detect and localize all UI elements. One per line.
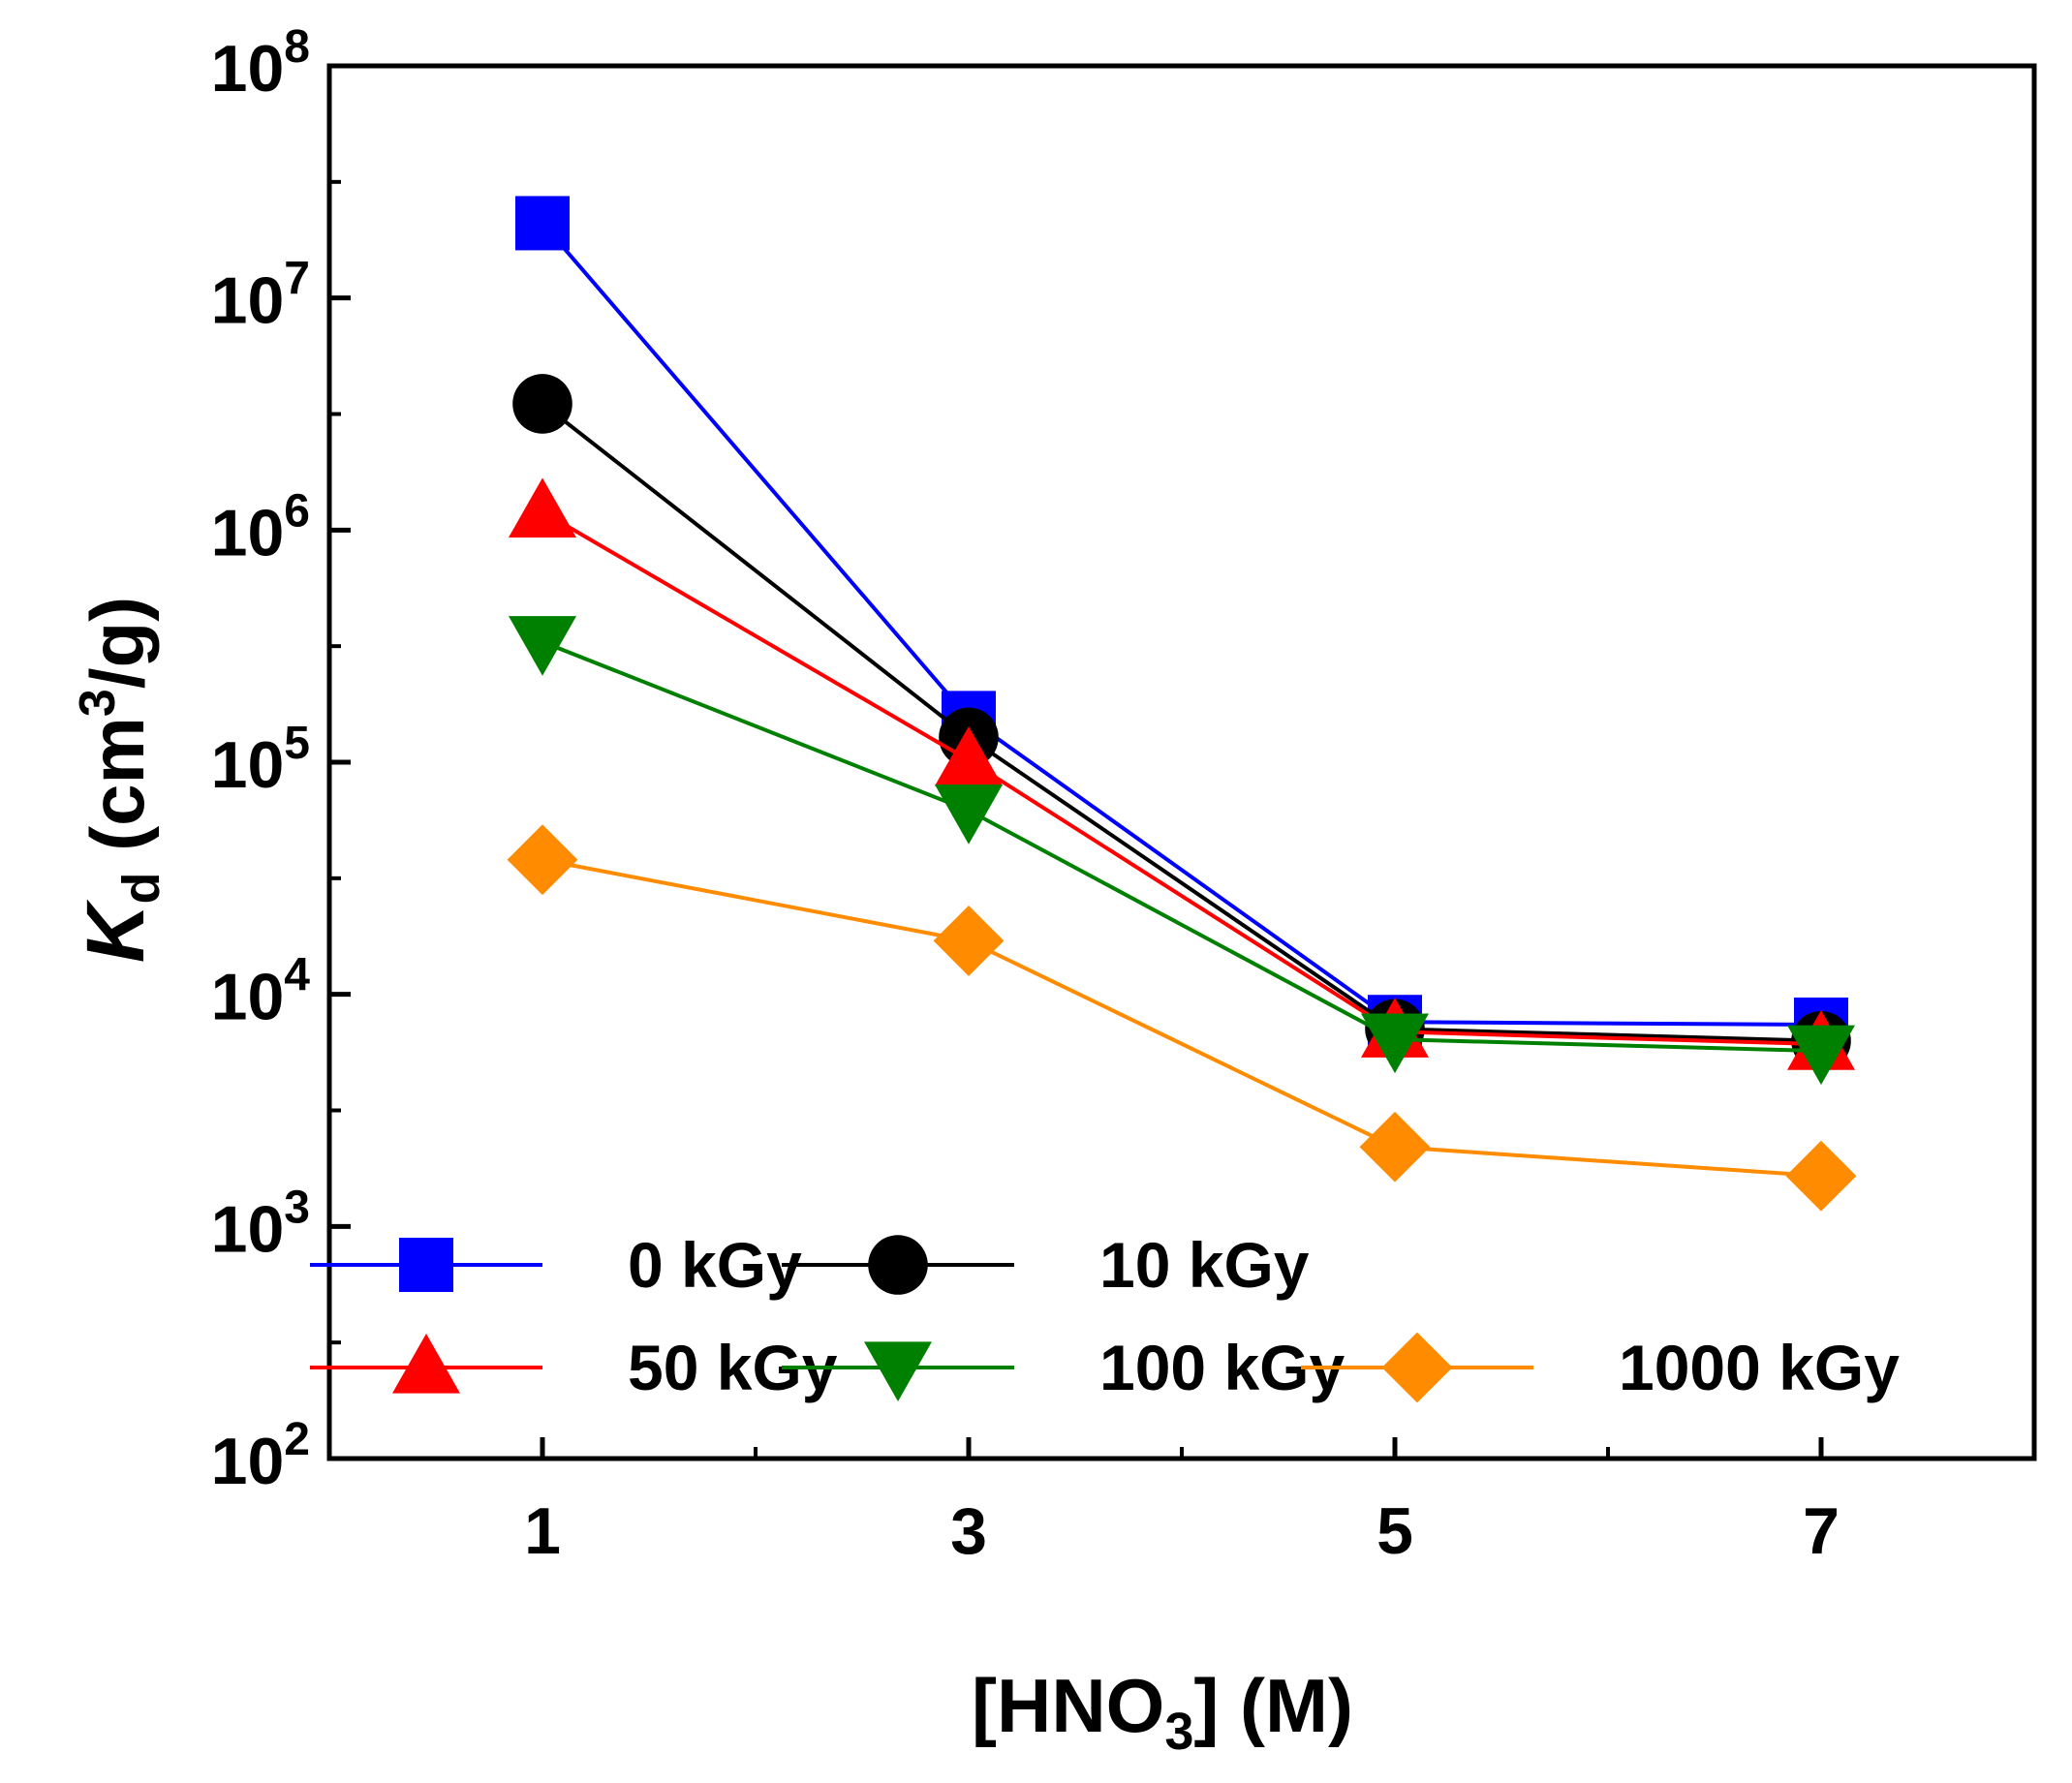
x-axis-title-main: [HNO bbox=[972, 1663, 1164, 1748]
series-line bbox=[541, 509, 1822, 1047]
x-axis-title-tail: ] (M) bbox=[1193, 1663, 1353, 1748]
legend-marker bbox=[864, 1341, 932, 1401]
data-point bbox=[509, 477, 576, 538]
legend-label: 10 kGy bbox=[1099, 1229, 1310, 1301]
data-point bbox=[933, 906, 1005, 976]
y-tick-label-exponent: 5 bbox=[284, 718, 310, 769]
x-axis: 1 3 5 7 bbox=[524, 1437, 1840, 1568]
y-tick-label-base: 10 bbox=[211, 32, 285, 106]
x-tick-label: 1 bbox=[524, 1494, 561, 1568]
series-100-kgy bbox=[509, 616, 1855, 1086]
data-point bbox=[507, 824, 578, 896]
x-tick-label: 3 bbox=[950, 1494, 987, 1568]
data-point bbox=[509, 616, 576, 676]
data-point bbox=[1361, 1013, 1429, 1074]
y-axis-title-superscript: 3 bbox=[70, 689, 126, 717]
y-tick-label-exponent: 7 bbox=[284, 254, 310, 305]
y-axis-title-main: K bbox=[70, 899, 161, 963]
data-point bbox=[935, 725, 1003, 786]
legend-item: 1000 kGy bbox=[1301, 1332, 1900, 1403]
legend-item: 10 kGy bbox=[782, 1229, 1310, 1301]
y-tick-label: 106 bbox=[211, 485, 310, 569]
series-1000-kgy bbox=[507, 824, 1857, 1212]
x-axis-title: [HNO3] (M) bbox=[972, 1663, 1353, 1761]
y-tick-label: 108 bbox=[211, 21, 310, 106]
data-point bbox=[512, 374, 572, 434]
series-line bbox=[541, 402, 1822, 1043]
data-point bbox=[1785, 1140, 1857, 1212]
y-tick-label-base: 10 bbox=[211, 1425, 285, 1498]
y-tick-label-exponent: 8 bbox=[284, 21, 310, 73]
x-axis-title-subscript: 3 bbox=[1164, 1703, 1193, 1761]
series-line bbox=[541, 857, 1822, 1179]
y-tick-label: 103 bbox=[211, 1182, 310, 1266]
y-tick-label: 105 bbox=[211, 718, 310, 802]
y-axis-title-unit-close: /g) bbox=[75, 597, 160, 689]
legend-marker bbox=[868, 1235, 928, 1295]
y-axis-title: Kd (cm3/g) bbox=[70, 597, 170, 963]
y-axis-title-unit-open: (cm bbox=[75, 717, 160, 872]
series-10-kgy bbox=[512, 374, 1851, 1071]
y-tick-label: 102 bbox=[211, 1414, 310, 1498]
y-tick-label-exponent: 4 bbox=[284, 950, 310, 1001]
y-tick-label: 104 bbox=[211, 950, 311, 1034]
legend-item: 50 kGy bbox=[310, 1332, 838, 1403]
data-point bbox=[1359, 1111, 1431, 1183]
y-tick-label-exponent: 6 bbox=[284, 485, 310, 537]
legend-item: 100 kGy bbox=[782, 1332, 1345, 1403]
data-point bbox=[935, 784, 1003, 845]
y-tick-label-base: 10 bbox=[211, 961, 285, 1034]
legend-item: 0 kGy bbox=[310, 1229, 802, 1301]
y-tick-label-base: 10 bbox=[211, 1192, 285, 1266]
series-line bbox=[541, 222, 1822, 1028]
y-tick-label-exponent: 3 bbox=[284, 1182, 310, 1233]
series-layer bbox=[507, 196, 1857, 1212]
x-tick-label: 7 bbox=[1803, 1494, 1840, 1568]
data-point bbox=[515, 196, 570, 251]
legend-marker bbox=[399, 1238, 453, 1292]
series-line bbox=[541, 639, 1822, 1054]
y-tick-label-base: 10 bbox=[211, 264, 285, 338]
y-tick-label-exponent: 2 bbox=[284, 1414, 310, 1465]
y-axis-title-subscript: d bbox=[112, 872, 170, 904]
legend-marker bbox=[1381, 1332, 1453, 1403]
legend-label: 1000 kGy bbox=[1619, 1332, 1900, 1403]
legend-label: 0 kGy bbox=[628, 1229, 802, 1301]
y-tick-label: 107 bbox=[211, 254, 310, 338]
legend-marker bbox=[392, 1334, 460, 1394]
legend: 0 kGy 10 kGy 50 kGy 100 kGy 1000 kGy bbox=[310, 1229, 1900, 1403]
y-tick-label-base: 10 bbox=[211, 496, 285, 569]
series-50-kgy bbox=[509, 477, 1855, 1070]
y-tick-label-base: 10 bbox=[211, 728, 285, 802]
x-tick-label: 5 bbox=[1376, 1494, 1413, 1568]
data-point bbox=[1787, 1025, 1855, 1086]
